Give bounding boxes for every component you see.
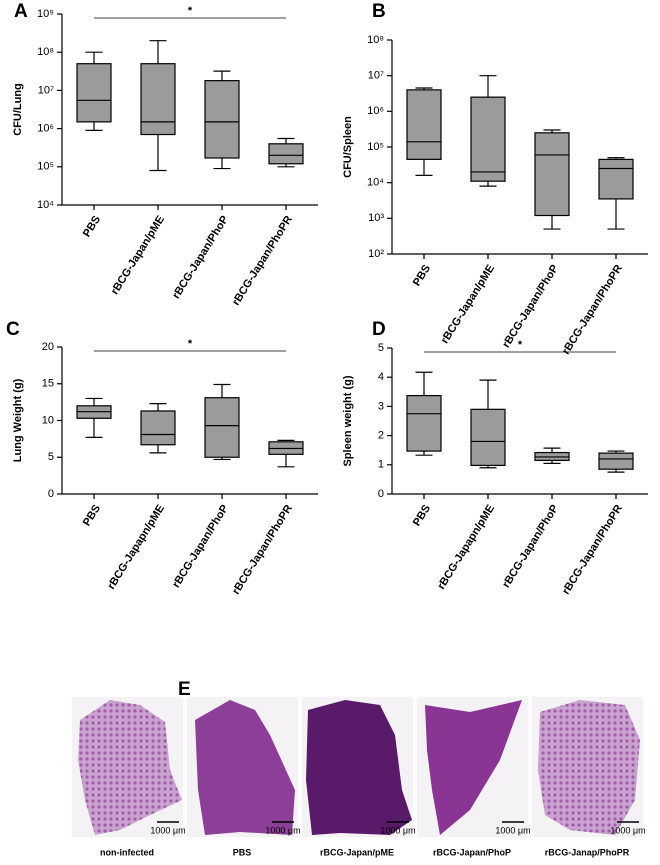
significance-label: * — [518, 339, 523, 351]
y-tick-label: 10 — [42, 414, 54, 426]
y-tick-label: 10⁸ — [37, 46, 54, 58]
image-label: rBCG-Janap/PhoPR — [545, 847, 630, 857]
box — [204, 397, 240, 458]
box — [598, 158, 634, 200]
box — [470, 408, 506, 466]
y-tick-label: 20 — [42, 341, 54, 353]
x-tick-label: rBCG-Japan/PhoPR — [560, 503, 625, 597]
tissue — [195, 700, 295, 835]
panel-letter: B — [372, 1, 386, 22]
y-tick-label: 0 — [378, 488, 384, 500]
box — [470, 96, 506, 182]
y-tick-label: 3 — [378, 400, 384, 412]
box — [204, 80, 240, 159]
scale-label: 1000 μm — [610, 825, 645, 835]
y-tick-label: 10⁹ — [37, 8, 54, 20]
box — [140, 63, 176, 136]
panel-letter: D — [372, 319, 386, 340]
scale-label: 1000 μm — [495, 825, 530, 835]
x-tick-label: PBS — [411, 263, 433, 289]
tissue — [306, 700, 412, 835]
y-tick-label: 1 — [378, 459, 384, 471]
tissue — [78, 700, 182, 835]
x-tick-label: rBCG-Japan/PhoP — [500, 263, 561, 350]
y-tick-label: 10⁴ — [367, 177, 384, 189]
x-tick-label: rBCG-Japapn/pME — [105, 503, 167, 592]
y-axis-label: CFU/Spleen — [342, 116, 354, 178]
y-tick-label: 10⁵ — [367, 141, 384, 153]
y-tick-label: 10⁷ — [368, 70, 384, 82]
y-tick-label: 5 — [48, 451, 54, 463]
scale-label: 1000 μm — [150, 825, 185, 835]
y-tick-label: 10⁶ — [367, 105, 384, 117]
x-tick-label: rBCG-Japan/pME — [439, 263, 497, 346]
x-tick-label: PBS — [81, 503, 103, 529]
y-tick-label: 10⁴ — [37, 199, 54, 211]
y-tick-label: 10⁷ — [38, 84, 54, 96]
x-tick-label: rBCG-Japan/PhoP — [170, 503, 231, 590]
y-axis-label: Spleen weight (g) — [342, 375, 354, 466]
box — [534, 132, 570, 217]
x-tick-label: rBCG-Japapn/pME — [435, 503, 497, 592]
y-tick-label: 10⁵ — [37, 161, 54, 173]
box — [406, 394, 442, 452]
box — [140, 410, 176, 446]
x-tick-label: rBCG-Japan/PhoPR — [560, 263, 625, 357]
box — [268, 143, 304, 165]
panel-letter: C — [6, 319, 20, 340]
image-label: rBCG-Japan/PhoP — [433, 847, 511, 857]
x-tick-label: PBS — [411, 503, 433, 529]
y-tick-label: 10⁶ — [37, 123, 54, 135]
x-tick-label: rBCG-Japan/PhoPR — [230, 214, 295, 308]
y-tick-label: 2 — [378, 430, 384, 442]
y-axis-label: CFU/Lung — [12, 83, 24, 136]
y-tick-label: 10³ — [368, 212, 384, 224]
image-label: PBS — [233, 847, 252, 857]
scale-label: 1000 μm — [265, 825, 300, 835]
scale-label: 1000 μm — [380, 825, 415, 835]
y-tick-label: 10⁸ — [367, 34, 384, 46]
x-tick-label: rBCG-Japan/PhoP — [170, 214, 231, 301]
x-tick-label: rBCG-Japan/PhoP — [500, 503, 561, 590]
x-tick-label: rBCG-Japan/pME — [109, 214, 167, 297]
tissue — [538, 700, 640, 835]
y-tick-label: 10² — [368, 248, 384, 260]
box — [76, 63, 112, 123]
y-tick-label: 4 — [378, 371, 384, 383]
box — [406, 89, 442, 160]
x-tick-label: rBCG-Japan/PhoPR — [230, 503, 295, 597]
box — [598, 452, 634, 470]
y-axis-label: Lung Weight (g) — [12, 378, 24, 462]
histology-row — [72, 697, 643, 837]
y-tick-label: 15 — [42, 378, 54, 390]
image-label: non-infected — [100, 847, 154, 857]
y-tick-label: 5 — [378, 342, 384, 354]
panel-letter: E — [178, 679, 191, 700]
significance-label: * — [188, 338, 193, 350]
significance-label: * — [188, 5, 193, 17]
panel-letter: A — [14, 1, 28, 22]
tissue — [425, 700, 522, 835]
y-tick-label: 0 — [48, 488, 54, 500]
x-tick-label: PBS — [81, 214, 103, 240]
image-label: rBCG-Japan/pME — [320, 847, 394, 857]
